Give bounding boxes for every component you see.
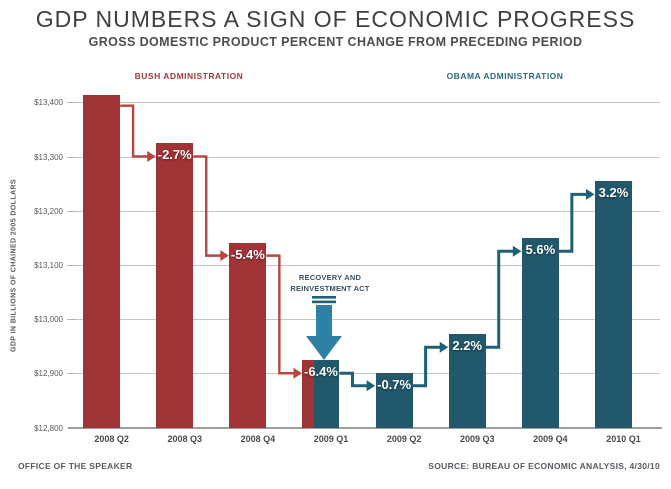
connector-0 [120,104,149,158]
pct-label-2008-q3: -2.7% [157,147,192,163]
gridline-13400 [75,102,660,104]
recovery-act-down-arrow-icon [306,296,342,360]
pct-label-2010-q1: 3.2% [598,185,629,201]
chart-title: GDP NUMBERS A SIGN OF ECONOMIC PROGRESS [35,6,636,32]
bar-2008-q2 [83,94,121,428]
pct-label-2009-q2: -0.7% [377,376,412,392]
x-tick-label-2008-q2: 2008 Q2 [94,434,129,444]
pct-label-2009-q3: 2.2% [452,338,483,354]
bar-2008-q4 [229,242,267,428]
x-tick-label-2009-q3: 2009 Q3 [459,434,495,444]
x-tick-label-2008-q4: 2008 Q4 [240,434,276,444]
bar-2009-q1-bush-portion [302,360,315,428]
x-tick-label-2009-q2: 2009 Q2 [386,434,422,444]
bush-administration-label: BUSH ADMINISTRATION [134,71,244,81]
y-tick-13400 [67,102,75,104]
bar-2008-q3 [156,143,194,428]
y-axis-title: GDP IN BILLIONS OF CHAINED 2005 DOLLARS [10,179,18,352]
y-tick-13300 [67,156,75,158]
pct-label-2009-q1: -6.4% [303,364,338,380]
recovery-act-annotation: RECOVERY AND REINVESTMENT ACT [285,272,375,294]
x-tick-label-2010-q1: 2010 Q1 [606,434,641,444]
y-tick-label-13300: $13,300 [34,152,63,162]
y-tick-label-13000: $13,000 [34,315,63,325]
x-tick-label-2009-q4: 2009 Q4 [533,434,568,444]
bar-2010-q1 [594,181,632,428]
bar-2009-q4 [521,238,559,428]
y-tick-label-13400: $13,400 [34,98,63,108]
annotation-line1: RECOVERY AND [298,273,362,282]
obama-administration-label: OBAMA ADMINISTRATION [446,71,564,81]
x-tick-label-2009-q1: 2009 Q1 [313,434,349,444]
y-tick-label-13200: $13,200 [34,206,63,216]
connector-1 [193,155,222,257]
bar-2009-q3 [448,334,486,428]
footer-source: SOURCE: BUREAU OF ECONOMIC ANALYSIS, 4/3… [428,461,660,471]
pct-label-2008-q4: -5.4% [230,246,265,262]
annotation-line2: REINVESTMENT ACT [290,284,370,293]
y-tick-13200 [67,210,75,212]
gridline-13300 [75,156,660,158]
footer-office-of-speaker: OFFICE OF THE SPEAKER [18,461,133,471]
gridline-12800 [68,427,662,429]
y-tick-13100 [67,264,75,266]
y-tick-label-12900: $12,900 [34,369,63,379]
gridline-13000 [75,319,660,321]
y-tick-12900 [67,373,75,375]
pct-label-2009-q4: 5.6% [525,242,556,258]
y-tick-label-13100: $13,100 [34,260,63,270]
chart-subtitle: GROSS DOMESTIC PRODUCT PERCENT CHANGE FR… [88,35,583,49]
gridline-13200 [75,210,660,212]
y-tick-13000 [67,319,75,321]
y-tick-label-12800: $12,800 [34,423,63,433]
gridline-13100 [75,264,660,266]
bar-2009-q1 [302,360,340,428]
x-tick-label-2008-q3: 2008 Q3 [167,434,202,444]
bar-2009-q2 [375,372,413,428]
